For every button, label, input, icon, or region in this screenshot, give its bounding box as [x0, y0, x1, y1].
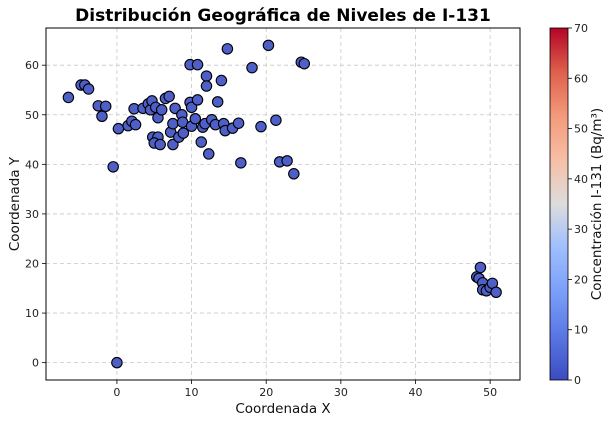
x-axis-label: Coordenada X — [235, 401, 330, 417]
colorbar-tick-label: 30 — [574, 223, 588, 236]
x-tick-label: 50 — [483, 386, 497, 399]
x-tick-label: 10 — [185, 386, 199, 399]
data-point — [235, 157, 247, 169]
colorbar-tick-label: 70 — [574, 22, 588, 35]
data-point — [232, 117, 245, 129]
data-point — [163, 90, 175, 103]
colorbar-tick-label: 10 — [574, 324, 588, 337]
x-tick-label: 40 — [408, 386, 422, 399]
colorbar-tick-label: 60 — [574, 72, 588, 85]
data-point — [155, 104, 168, 116]
data-point — [191, 58, 204, 71]
plot-frame — [45, 27, 521, 381]
data-point — [281, 155, 293, 167]
y-tick-label: 30 — [25, 208, 39, 221]
colorbar-label: Concentración I-131 (Bq/m³) — [589, 108, 605, 300]
colorbar-tick-label: 0 — [574, 374, 581, 387]
data-point — [211, 96, 224, 108]
colorbar-tick-label: 20 — [574, 273, 588, 286]
y-tick-label: 10 — [25, 307, 39, 320]
data-point — [177, 127, 190, 139]
data-point — [195, 136, 208, 148]
y-tick-label: 0 — [32, 357, 39, 370]
grid-lines — [46, 28, 520, 380]
data-point — [189, 112, 202, 125]
y-tick-label: 50 — [25, 109, 39, 122]
colorbar-ticks: 0 10 20 30 40 50 60 70 — [568, 22, 588, 387]
data-point — [246, 61, 258, 74]
data-point — [62, 91, 75, 104]
y-tick-label: 60 — [25, 59, 39, 72]
data-point — [154, 138, 166, 151]
data-point — [270, 114, 282, 126]
data-point — [200, 80, 213, 92]
data-point — [129, 118, 142, 131]
data-point — [200, 70, 213, 82]
x-tick-label: 0 — [113, 386, 120, 399]
colorbar-tick-label: 50 — [574, 123, 588, 136]
data-point — [215, 74, 228, 87]
data-point — [99, 100, 112, 113]
y-axis-ticks: 0 10 20 30 40 50 60 — [25, 59, 46, 370]
data-point — [288, 168, 300, 180]
data-point — [185, 101, 198, 114]
data-points — [62, 39, 502, 369]
data-point — [111, 356, 123, 369]
y-tick-label: 20 — [25, 257, 39, 270]
y-tick-label: 40 — [25, 158, 39, 171]
x-tick-label: 30 — [334, 386, 348, 399]
colorbar — [549, 27, 569, 381]
y-axis-label: Coordenada Y — [7, 156, 23, 251]
data-point — [96, 110, 108, 122]
data-point — [112, 122, 125, 135]
data-point — [474, 261, 487, 274]
data-point — [490, 286, 502, 298]
x-axis-ticks: 0 10 20 30 40 50 — [113, 380, 497, 399]
data-point — [221, 43, 234, 55]
data-point — [262, 39, 275, 52]
data-point — [298, 57, 311, 70]
data-point — [202, 148, 215, 160]
data-point — [167, 117, 179, 130]
colorbar-tick-label: 40 — [574, 173, 588, 186]
data-point — [191, 94, 204, 106]
data-point — [82, 83, 95, 95]
x-tick-label: 20 — [259, 386, 273, 399]
data-point — [255, 120, 267, 133]
data-point — [107, 161, 119, 173]
chart-title: Distribución Geográfica de Niveles de I-… — [75, 6, 491, 26]
data-point — [167, 138, 179, 151]
